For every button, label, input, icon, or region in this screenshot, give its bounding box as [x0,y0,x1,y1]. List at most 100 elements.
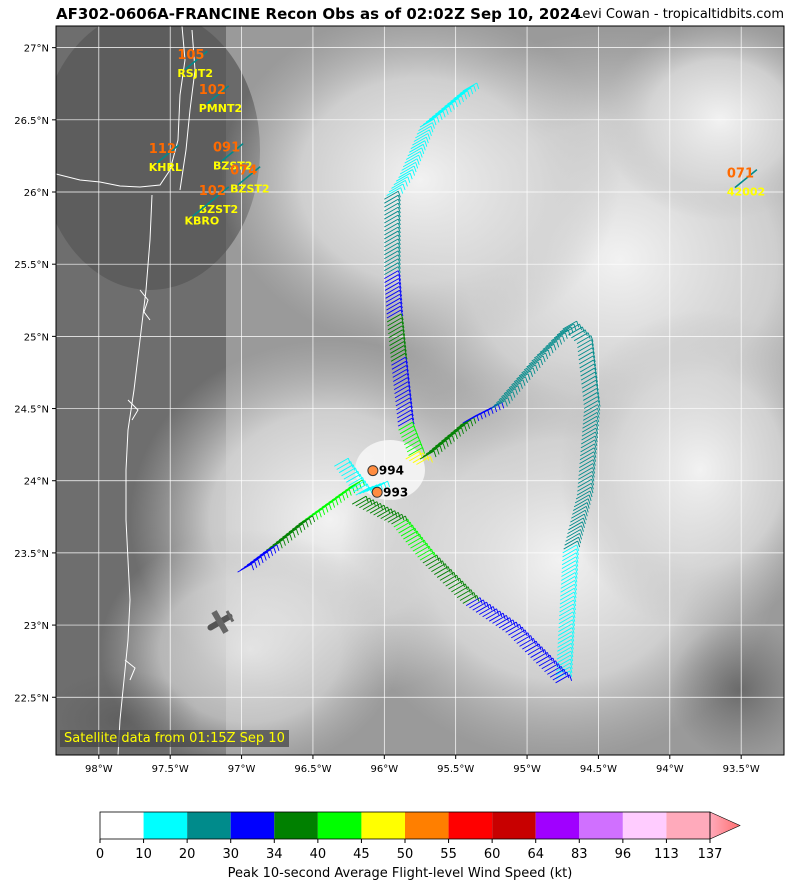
flight-leg [555,544,580,680]
wind-barb [571,329,586,339]
wind-barb-flag [587,498,591,505]
flight-leg [391,356,415,427]
lat-tick-label: 23°N [24,621,49,632]
station-wind-barb [206,85,230,105]
wind-barb-flag [558,663,561,670]
station-wind-value: 071 [727,167,754,182]
wind-barb-flag [448,106,452,113]
colorbar-segment [579,812,623,839]
wind-barb-flag [559,338,563,345]
wind-barb-flag [398,278,402,285]
colorbar-segment [492,812,536,839]
wind-barb-flag [591,471,595,478]
flight-wind-barbs [237,82,601,684]
wind-barb-flag [397,218,401,226]
wind-barb [559,599,574,609]
wind-barb [561,556,577,566]
wind-barb [246,556,262,566]
wind-barb [556,646,572,656]
wind-barb [439,571,455,581]
wind-barb [582,411,598,421]
station-ob: 071 42002 [727,167,765,199]
wind-barb-flag [570,643,574,650]
wind-barb [369,481,385,491]
wind-barb [560,583,575,593]
wind-barb [538,657,554,667]
wind-barb [453,422,468,432]
wind-barb [386,313,402,323]
wind-barb-flag [292,531,296,538]
wind-barb [391,356,406,366]
wind-barb-flag [411,413,415,421]
wind-barb-flag [411,417,415,425]
wind-barb [542,340,557,350]
wind-barb [386,301,401,311]
wind-barb-flag [408,389,412,396]
colorbar-tick-label: 50 [397,847,414,862]
wind-barb-flag [430,456,433,463]
wind-barb-flag [427,133,431,140]
wind-barb [416,125,432,135]
wind-barb [272,536,287,546]
colorbar-tick-label: 60 [484,847,501,862]
wind-barb [384,230,399,240]
wind-barb-flag [546,652,550,659]
wind-barb-flag [564,332,568,339]
wind-barb [393,381,409,390]
station-id: BZST2 [213,160,252,173]
wind-barb [412,542,428,552]
colorbar-segment [274,812,318,839]
station-wind-barb [191,197,215,218]
wind-barb-flag [409,393,412,400]
wind-barb [558,619,573,629]
wind-barb [393,373,408,382]
wind-barb [419,450,435,460]
station-id: 42002 [727,186,765,199]
wind-barb-flag [451,435,455,442]
wind-barb-flag [597,396,601,403]
wind-barb [408,447,423,456]
wind-barb [432,440,447,450]
wind-barb-flag [530,370,533,377]
wind-barb [573,498,589,508]
wind-barb-flag [409,397,413,404]
station-observations: 105RSJT2102PMNT2112KHRL091BZST2074BZST21… [149,48,765,227]
wind-barb-flag [315,513,319,520]
wind-barb [405,450,420,460]
wind-barb [384,246,399,256]
wind-barb-flag [270,549,274,556]
wind-barb [558,623,573,633]
wind-barb-flag [552,657,556,665]
wind-barb-flag [569,662,573,670]
wind-barb [581,427,597,437]
wind-barb [459,85,474,94]
wind-barb [351,495,367,505]
wind-barb-flag [442,560,445,567]
wind-barb-flag [335,499,339,506]
wind-barb [406,151,421,160]
wind-barb [561,564,576,573]
wind-barb-flag [414,527,418,535]
wind-barb [407,147,422,157]
colorbar-segment [361,812,405,839]
wind-barb [291,520,307,530]
wind-barb [334,457,349,467]
wind-barb-flag [538,643,542,651]
wind-barb-flag [571,635,575,642]
wind-barb [536,346,552,356]
wind-barb [428,442,444,452]
wind-barb-flag [404,349,408,356]
wind-barb-flag [473,85,477,92]
wind-barb-flag [515,621,519,629]
wind-barb-flag [467,586,471,593]
wind-barb [445,577,460,587]
wind-barb-flag [322,508,326,515]
wind-barb-flag [397,199,401,206]
station-ob: 105 RSJT2 [177,48,213,80]
wind-barb [493,397,509,406]
wind-barb-flag [302,523,306,531]
wind-barb [581,379,597,389]
colorbar-tick-label: 55 [440,847,457,862]
wind-barb-flag [357,470,361,478]
wind-barb [384,254,399,264]
